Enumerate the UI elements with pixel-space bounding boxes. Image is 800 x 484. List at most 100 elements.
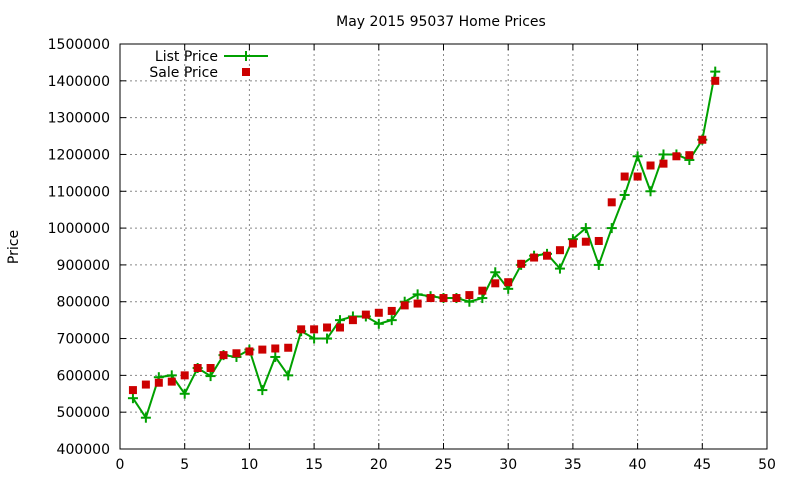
x-tick-label: 40 (629, 457, 647, 473)
list-price-point (270, 351, 281, 362)
sale-price-point (672, 152, 681, 161)
sale-price-point (323, 323, 332, 332)
y-tick-label: 1100000 (48, 184, 110, 200)
x-tick-label: 30 (499, 457, 517, 473)
sale-price-point (478, 286, 487, 295)
grid-lines (120, 44, 767, 449)
sale-price-point (141, 380, 150, 389)
legend-swatch-list-price (224, 51, 268, 61)
y-tick-label: 1400000 (48, 74, 110, 90)
sale-price-point (698, 135, 707, 144)
list-price-point (140, 412, 151, 423)
sale-price-point (219, 351, 228, 360)
list-price-point (710, 66, 721, 77)
sale-price-point (711, 76, 720, 85)
y-tick-label: 800000 (57, 295, 110, 311)
legend-label-sale-price: Sale Price (149, 65, 218, 81)
x-tick-label: 5 (180, 457, 189, 473)
list-price-point (334, 315, 345, 326)
list-price-point (477, 293, 488, 304)
y-tick-label: 1200000 (48, 147, 110, 163)
x-tick-label: 45 (693, 457, 711, 473)
sale-price-point (504, 278, 513, 287)
list-price-point (412, 289, 423, 300)
y-tick-label: 1500000 (48, 37, 110, 53)
sale-price-point (387, 306, 396, 315)
sale-price-point (167, 377, 176, 386)
list-price-point (606, 223, 617, 234)
list-price-line (132, 71, 717, 420)
sale-price-point (348, 316, 357, 325)
sale-price-point (361, 310, 370, 319)
list-price-point (645, 186, 656, 197)
list-price-point (554, 263, 565, 274)
sale-price-point (491, 279, 500, 288)
x-tick-label: 25 (435, 457, 453, 473)
sale-price-point (374, 308, 383, 317)
x-tick-label: 20 (370, 457, 388, 473)
sale-price-point (271, 344, 280, 353)
x-tick-label: 10 (240, 457, 258, 473)
data-layer (127, 66, 721, 423)
legend: List Price Sale Price (149, 49, 268, 81)
sale-price-point (465, 291, 474, 300)
list-price-point (309, 333, 320, 344)
y-axis-label: Price (6, 230, 22, 264)
axis-ticks: 0 5 10 15 20 25 30 35 40 45 50 400000 500000 600000 70… (48, 37, 776, 473)
sale-price-point (581, 237, 590, 246)
sale-price-point (258, 345, 267, 354)
x-tick-label: 0 (116, 457, 125, 473)
sale-price-point (180, 371, 189, 380)
sale-price-point (659, 159, 668, 168)
list-price-point (386, 315, 397, 326)
sale-price-point (543, 251, 552, 260)
legend-swatch-sale-price (242, 68, 250, 76)
sale-price-point (284, 343, 293, 352)
sale-price-point (452, 294, 461, 303)
sale-price-point (400, 301, 409, 310)
chart-title: May 2015 95037 Home Prices (336, 14, 546, 30)
list-price-point (632, 151, 643, 162)
y-tick-label: 1000000 (48, 221, 110, 237)
x-tick-label: 50 (758, 457, 776, 473)
sale-price-point (530, 253, 539, 262)
sale-price-point (206, 364, 215, 372)
x-tick-label: 35 (564, 457, 582, 473)
sale-price-point (439, 294, 448, 303)
y-tick-label: 400000 (57, 442, 110, 458)
sale-price-point (646, 161, 655, 170)
sale-price-point (335, 323, 344, 332)
sale-price-point (594, 236, 603, 245)
sale-price-point (193, 364, 202, 372)
list-price-point (619, 189, 630, 200)
y-tick-label: 600000 (57, 368, 110, 384)
sale-price-point (568, 239, 577, 248)
y-tick-label: 1300000 (48, 111, 110, 127)
y-tick-label: 700000 (57, 332, 110, 348)
list-price-point (322, 333, 333, 344)
list-price-point (283, 370, 294, 381)
list-price-point (257, 385, 268, 396)
list-price-point (179, 388, 190, 399)
sale-price-point (310, 325, 319, 334)
sale-price-point (426, 294, 435, 303)
sale-price-point (413, 299, 422, 308)
list-price-point (658, 149, 669, 160)
y-tick-label: 900000 (57, 258, 110, 274)
list-price-point (205, 371, 216, 382)
y-tick-label: 500000 (57, 405, 110, 421)
sale-price-point (607, 198, 616, 207)
sale-price-point (128, 386, 137, 395)
sale-price-point (297, 325, 306, 334)
legend-marker-sale-price (242, 68, 250, 76)
x-tick-label: 15 (305, 457, 323, 473)
list-price-point (127, 393, 138, 404)
sale-price-point (245, 347, 254, 356)
sale-price-point (633, 172, 642, 181)
sale-price-point (154, 378, 163, 387)
sale-price-point (685, 151, 694, 160)
list-price-point (580, 223, 591, 234)
legend-marker-list-price (241, 51, 251, 61)
sale-price-point (620, 172, 629, 181)
